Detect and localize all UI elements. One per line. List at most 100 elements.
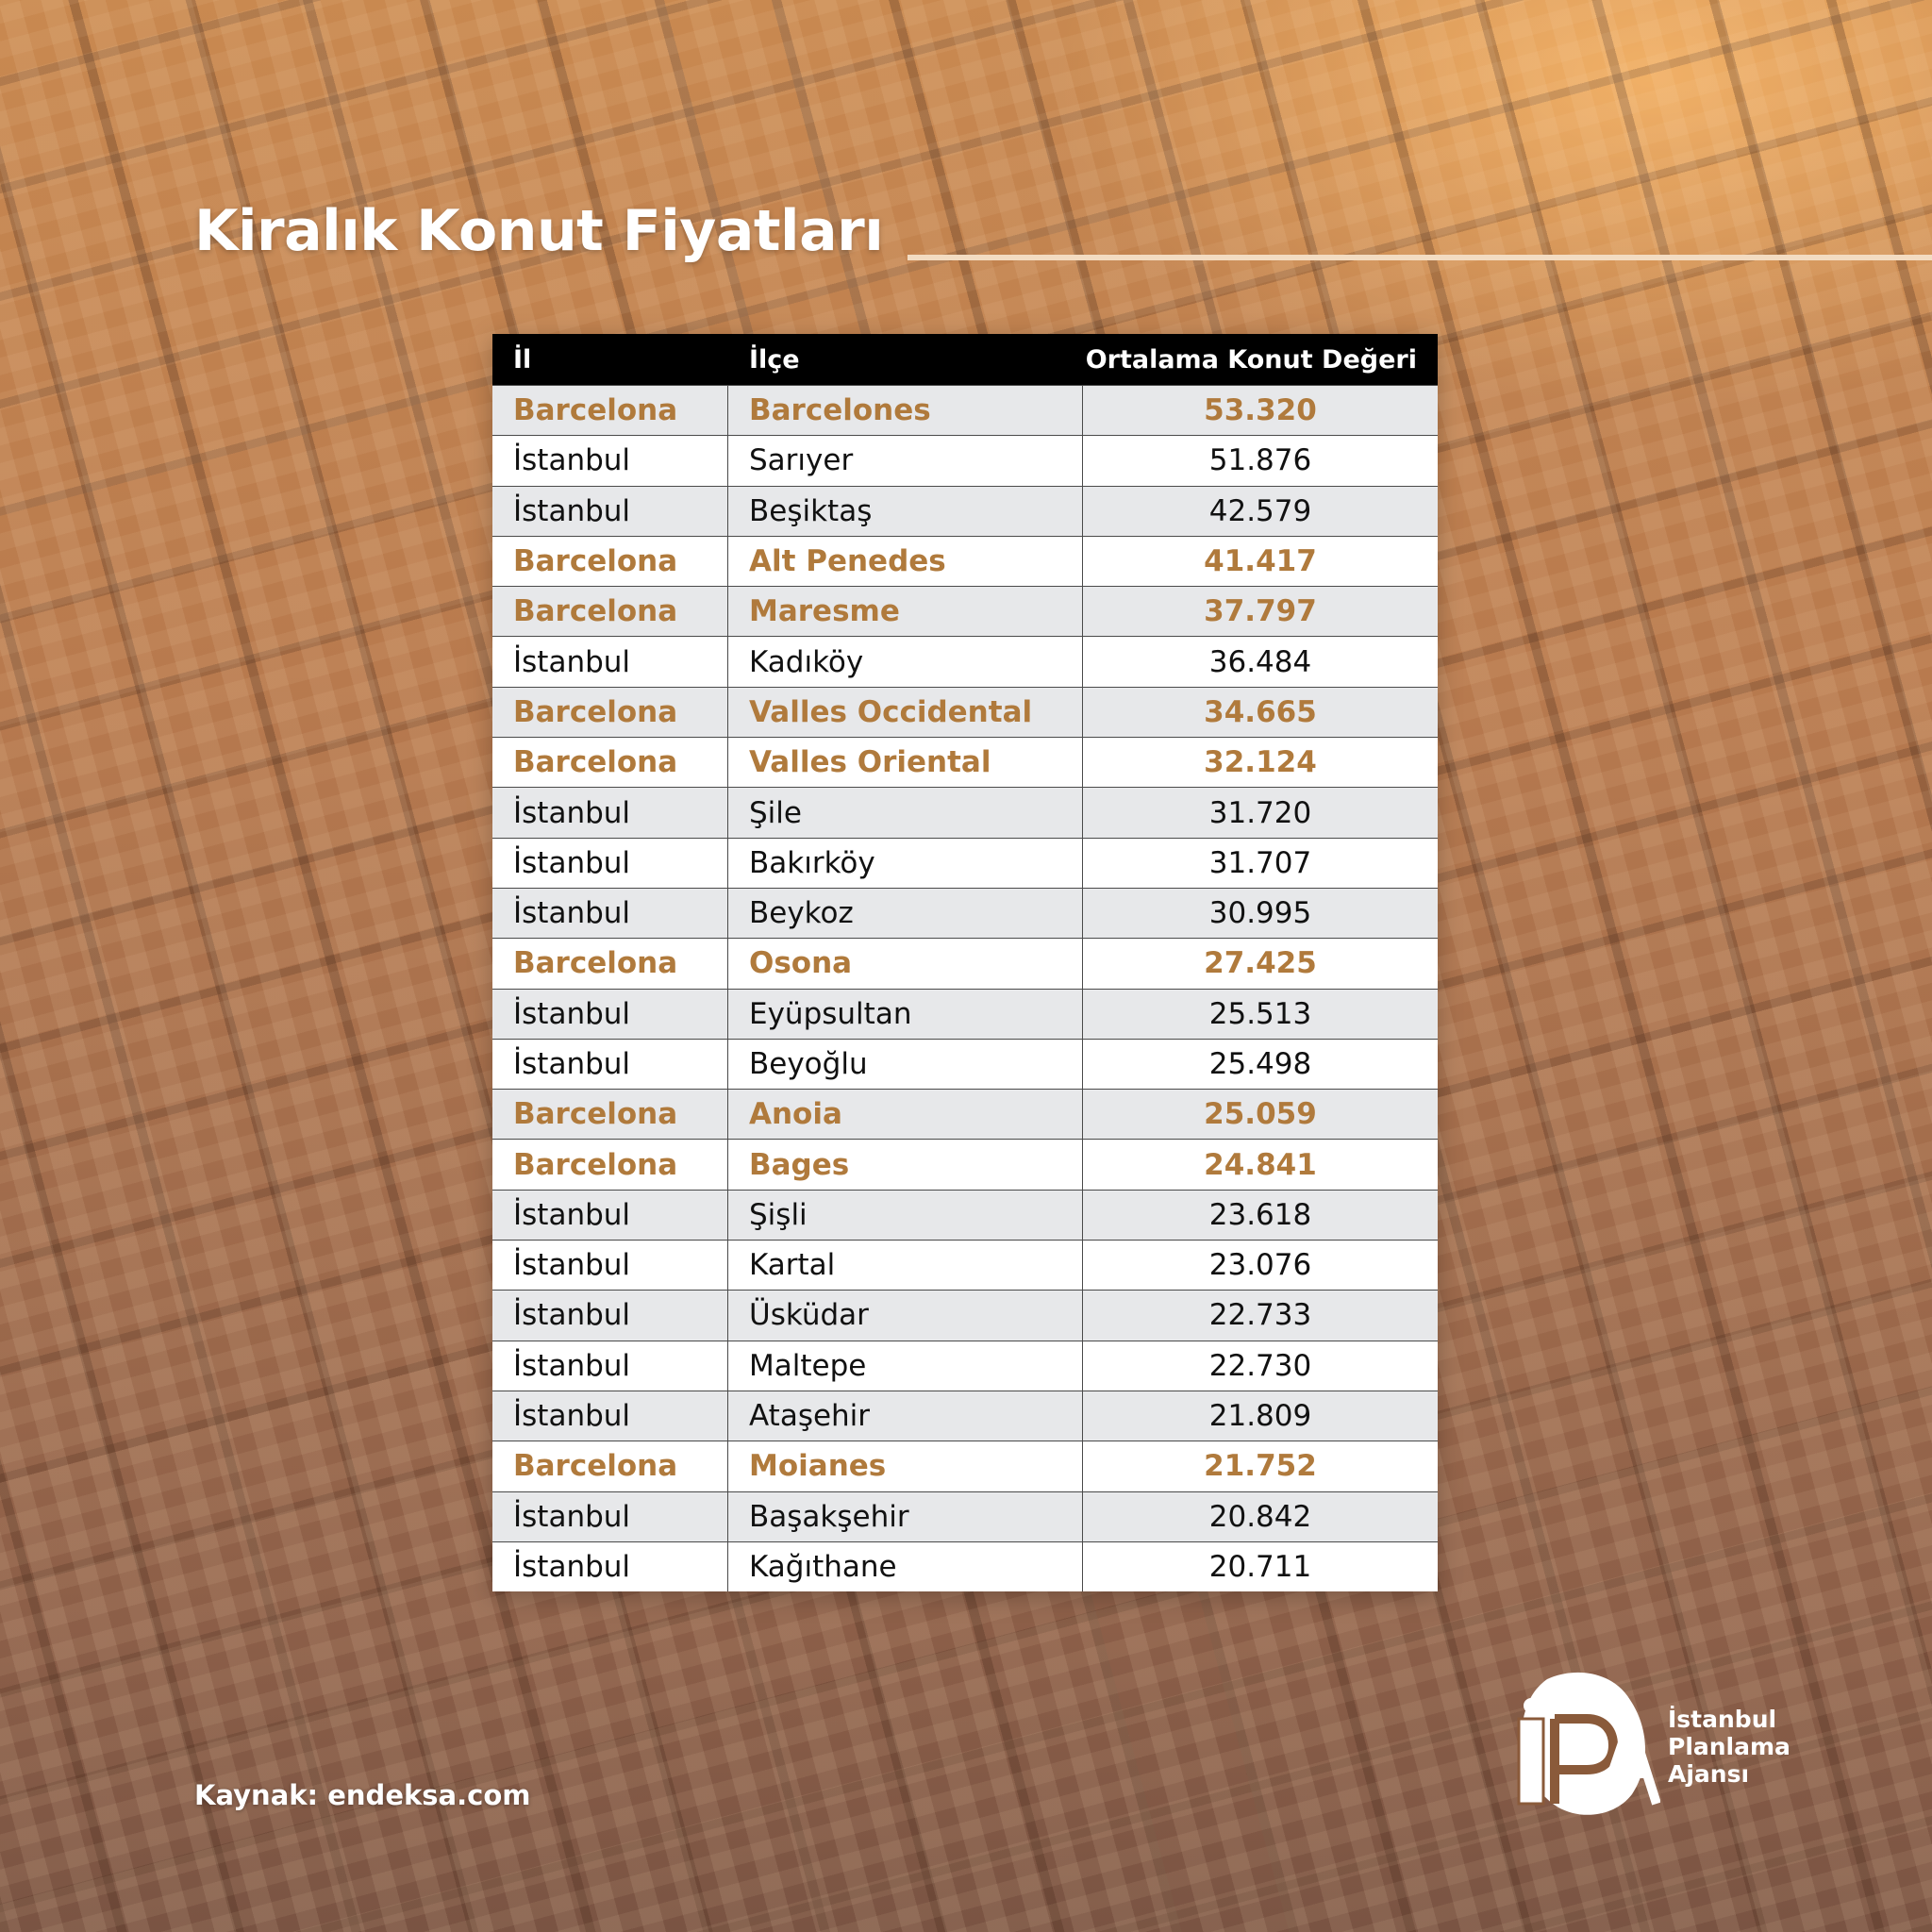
cell-deger: 51.876 <box>1208 443 1312 478</box>
cell-ilce: Bakırköy <box>728 838 1083 888</box>
cell-il: İstanbul <box>492 838 728 888</box>
cell-ilce: Eyüpsultan <box>728 989 1083 1039</box>
cell-ilce: Başakşehir <box>728 1491 1083 1541</box>
cell-il: Barcelona <box>492 1090 728 1140</box>
cell-deger: 34.665 <box>1204 694 1317 729</box>
cell-ilce: Valles Occidental <box>728 687 1083 738</box>
table-row: Barcelona Anoia 25.059 <box>492 1089 1438 1140</box>
cell-ilce: Beşiktaş <box>728 486 1083 536</box>
table-row: Barcelona Moianes 21.752 <box>492 1441 1438 1491</box>
table-row: İstanbul Beykoz 30.995 <box>492 887 1438 939</box>
cell-il: Barcelona <box>492 587 728 637</box>
table-row: İstanbul Kağıthane 20.711 <box>492 1541 1438 1592</box>
cell-il: İstanbul <box>492 436 728 486</box>
table-header: İl İlçe Ortalama Konut Değeri <box>492 334 1438 385</box>
cell-ilce: Kartal <box>728 1241 1083 1291</box>
table-row: Barcelona Valles Oriental 32.124 <box>492 737 1438 788</box>
table-row: İstanbul Şişli 23.618 <box>492 1189 1438 1241</box>
cell-ilce: Osona <box>728 939 1083 989</box>
cell-deger: 20.842 <box>1208 1499 1312 1534</box>
cell-deger: 21.752 <box>1204 1449 1317 1484</box>
cell-il: İstanbul <box>492 1341 728 1391</box>
table-row: İstanbul Maltepe 22.730 <box>492 1340 1438 1391</box>
cell-deger: 21.809 <box>1208 1399 1312 1434</box>
cell-ilce: Moianes <box>728 1441 1083 1491</box>
cell-deger: 23.076 <box>1208 1248 1312 1283</box>
cell-deger: 32.124 <box>1204 745 1317 780</box>
table-row: Barcelona Osona 27.425 <box>492 938 1438 989</box>
cell-il: Barcelona <box>492 1140 728 1190</box>
cell-ilce: Anoia <box>728 1090 1083 1140</box>
cell-il: İstanbul <box>492 1291 728 1341</box>
cell-il: İstanbul <box>492 888 728 939</box>
cell-deger: 37.797 <box>1204 594 1317 629</box>
cell-deger: 22.733 <box>1208 1298 1312 1333</box>
cell-deger: 53.320 <box>1204 393 1317 428</box>
cell-deger: 25.059 <box>1204 1097 1317 1132</box>
title-divider <box>908 255 1932 260</box>
cell-ilce: Barcelones <box>728 386 1083 436</box>
cell-ilce: Şile <box>728 788 1083 838</box>
cell-deger: 31.707 <box>1208 845 1312 880</box>
cell-il: İstanbul <box>492 1541 728 1592</box>
rent-price-table: İl İlçe Ortalama Konut Değeri Barcelona B… <box>492 334 1438 1592</box>
header-ilce: İlçe <box>749 344 800 375</box>
source-note: Kaynak: endeksa.com <box>194 1779 531 1811</box>
table-row: Barcelona Valles Occidental 34.665 <box>492 686 1438 738</box>
cell-deger: 25.513 <box>1208 996 1312 1031</box>
cell-deger: 42.579 <box>1208 493 1312 528</box>
cell-ilce: Şişli <box>728 1190 1083 1241</box>
cell-il: Barcelona <box>492 536 728 587</box>
cell-il: İstanbul <box>492 989 728 1039</box>
table-row: İstanbul Başakşehir 20.842 <box>492 1491 1438 1541</box>
cell-deger: 24.841 <box>1204 1147 1317 1182</box>
cell-il: Barcelona <box>492 1441 728 1491</box>
ipa-logo-icon <box>1517 1672 1660 1815</box>
ipa-logo-text: İstanbul Planlama Ajansı <box>1668 1706 1790 1788</box>
cell-il: İstanbul <box>492 486 728 536</box>
table-row: Barcelona Maresme 37.797 <box>492 586 1438 637</box>
table-row: Barcelona Bages 24.841 <box>492 1139 1438 1190</box>
cell-il: Barcelona <box>492 939 728 989</box>
logo-line-2: Planlama <box>1668 1733 1790 1760</box>
table-row: Barcelona Alt Penedes 41.417 <box>492 535 1438 587</box>
cell-il: Barcelona <box>492 738 728 788</box>
logo-line-3: Ajansı <box>1668 1760 1750 1788</box>
cell-il: İstanbul <box>492 1491 728 1541</box>
cell-ilce: Ataşehir <box>728 1391 1083 1441</box>
header-deger: Ortalama Konut Değeri <box>1085 344 1417 375</box>
cell-deger: 31.720 <box>1208 795 1312 830</box>
table-row: İstanbul Ataşehir 21.809 <box>492 1390 1438 1441</box>
cell-il: Barcelona <box>492 386 728 436</box>
cell-ilce: Kağıthane <box>728 1541 1083 1592</box>
cell-deger: 36.484 <box>1208 644 1312 679</box>
cell-deger: 22.730 <box>1208 1348 1312 1383</box>
cell-ilce: Beyoğlu <box>728 1039 1083 1090</box>
cell-deger: 30.995 <box>1208 896 1312 931</box>
cell-ilce: Maltepe <box>728 1341 1083 1391</box>
cell-il: Barcelona <box>492 687 728 738</box>
table-row: İstanbul Eyüpsultan 25.513 <box>492 988 1438 1039</box>
page-title: Kiralık Konut Fiyatları <box>194 198 884 264</box>
cell-il: İstanbul <box>492 1241 728 1291</box>
cell-ilce: Maresme <box>728 587 1083 637</box>
table-row: İstanbul Sarıyer 51.876 <box>492 435 1438 486</box>
cell-ilce: Bages <box>728 1140 1083 1190</box>
table-body: Barcelona Barcelones 53.320 İstanbul Sarıyer… <box>492 385 1438 1592</box>
table-row: İstanbul Üsküdar 22.733 <box>492 1290 1438 1341</box>
cell-ilce: Beykoz <box>728 888 1083 939</box>
cell-deger: 23.618 <box>1208 1197 1312 1232</box>
cell-deger: 20.711 <box>1208 1549 1312 1584</box>
cell-il: İstanbul <box>492 637 728 687</box>
cell-deger: 27.425 <box>1204 946 1317 981</box>
cell-deger: 41.417 <box>1204 544 1317 579</box>
ipa-logo: İstanbul Planlama Ajansı <box>1509 1662 1849 1823</box>
table-row: İstanbul Kartal 23.076 <box>492 1240 1438 1291</box>
table-row: İstanbul Şile 31.720 <box>492 787 1438 838</box>
header-il: İl <box>513 344 532 375</box>
cell-deger: 25.498 <box>1208 1047 1312 1081</box>
cell-ilce: Valles Oriental <box>728 738 1083 788</box>
table-row: İstanbul Beyoğlu 25.498 <box>492 1038 1438 1090</box>
cell-ilce: Alt Penedes <box>728 536 1083 587</box>
table-row: Barcelona Barcelones 53.320 <box>492 385 1438 436</box>
